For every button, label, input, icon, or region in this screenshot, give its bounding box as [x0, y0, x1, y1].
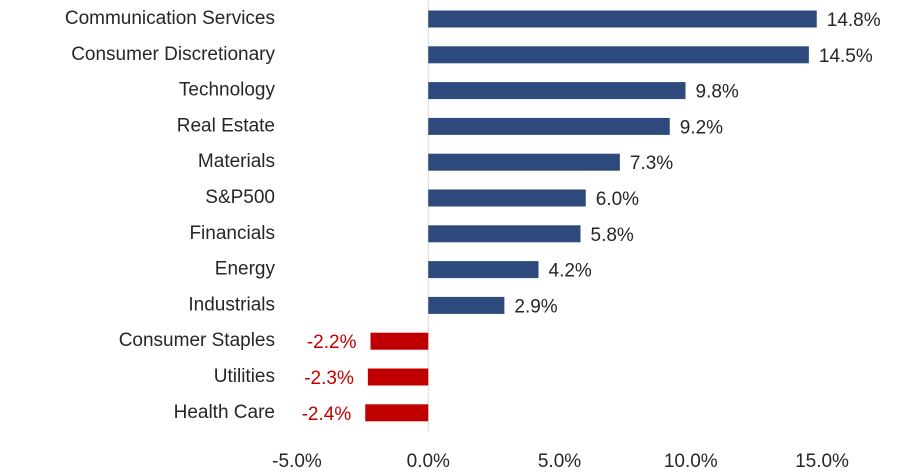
category-label: Financials: [189, 223, 275, 244]
x-tick-label: -5.0%: [272, 451, 322, 472]
bar: [428, 189, 586, 207]
x-tick-label: 10.0%: [664, 451, 718, 472]
value-label: 5.8%: [591, 225, 634, 246]
value-label: -2.4%: [302, 404, 352, 425]
bar: [365, 404, 429, 422]
bar: [367, 368, 429, 386]
bar: [428, 82, 686, 100]
bar: [428, 117, 670, 135]
value-label: 9.2%: [680, 117, 723, 138]
value-label: 14.8%: [827, 10, 881, 31]
x-tick-label: 0.0%: [407, 451, 450, 472]
bar: [428, 225, 581, 243]
category-label: Communication Services: [65, 8, 275, 29]
bar: [428, 10, 817, 28]
category-label: Technology: [179, 80, 276, 101]
value-label: 7.3%: [630, 153, 673, 174]
x-tick-label: 15.0%: [795, 451, 849, 472]
category-label: Consumer Discretionary: [71, 44, 275, 65]
value-label: 6.0%: [596, 189, 639, 210]
category-label: Real Estate: [177, 115, 275, 136]
value-label: -2.3%: [304, 368, 354, 389]
category-label: S&P500: [205, 187, 275, 208]
value-label: 4.2%: [549, 261, 592, 282]
bar: [370, 332, 429, 350]
value-label: -2.2%: [307, 332, 357, 353]
bar: [428, 261, 539, 279]
bar: [428, 296, 505, 314]
value-label: 2.9%: [514, 296, 557, 317]
category-label: Utilities: [214, 366, 275, 387]
value-label: 9.8%: [696, 82, 739, 103]
value-label: 14.5%: [819, 46, 873, 67]
x-tick-label: 5.0%: [538, 451, 581, 472]
category-label: Industrials: [188, 294, 275, 315]
category-label: Energy: [215, 259, 276, 280]
category-label: Consumer Staples: [119, 330, 275, 351]
bar: [428, 46, 809, 64]
bar: [428, 153, 620, 171]
category-label: Health Care: [174, 402, 275, 423]
category-label: Materials: [198, 151, 275, 172]
